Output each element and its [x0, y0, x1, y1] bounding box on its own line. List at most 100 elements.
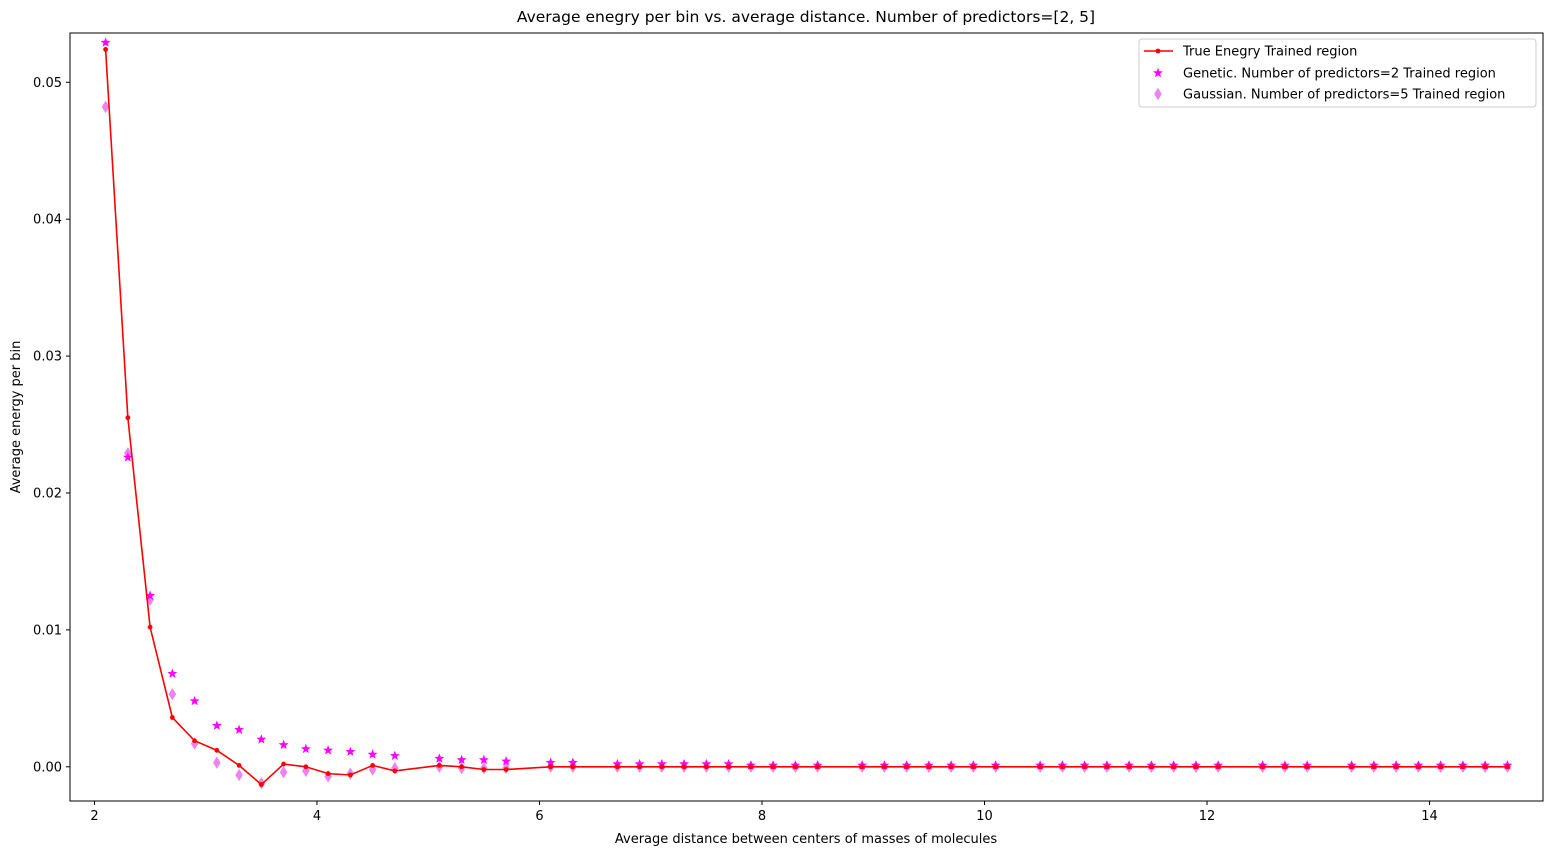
line-point [1349, 764, 1355, 770]
y-axis-ticks: 0.00 0.01 0.02 0.03 0.04 0.05 [33, 76, 70, 775]
legend-diamond-swatch [1154, 87, 1162, 101]
line-point [748, 764, 754, 770]
line-point [1504, 764, 1510, 770]
line-point [1482, 764, 1488, 770]
x-tick-label: 14 [1421, 809, 1438, 824]
series-1 [100, 37, 1513, 770]
line-point [1193, 764, 1199, 770]
legend-label: Gaussian. Number of predictors=5 Trained… [1183, 88, 1505, 103]
genetic-point [100, 37, 111, 47]
genetic-point [656, 758, 667, 769]
line-point [726, 764, 732, 770]
line-point [970, 764, 976, 770]
genetic-point [612, 758, 623, 769]
line-point [570, 764, 576, 770]
line-point [125, 415, 131, 421]
x-tick-label: 2 [90, 809, 98, 824]
series-0 [103, 47, 1510, 787]
line-point [1059, 764, 1065, 770]
line-point [993, 764, 999, 770]
legend-point-swatch [1155, 48, 1161, 54]
line-point [1260, 764, 1266, 770]
line-point [1393, 764, 1399, 770]
line-point [103, 47, 109, 52]
genetic-point [145, 590, 156, 600]
line-point [1282, 764, 1288, 770]
genetic-point [167, 668, 178, 678]
series-layer [100, 37, 1513, 790]
genetic-point [567, 757, 578, 767]
y-tick-label: 0.05 [33, 76, 62, 91]
line-point [1037, 764, 1043, 770]
genetic-point [501, 756, 512, 766]
line-point [1171, 764, 1177, 770]
line-point [236, 763, 242, 768]
line-point [659, 764, 665, 770]
line-point [347, 772, 353, 778]
y-tick-label: 0.04 [33, 213, 62, 228]
genetic-point [323, 745, 334, 755]
x-tick-label: 4 [313, 809, 321, 824]
genetic-point [211, 720, 222, 730]
series-line [104, 49, 1508, 786]
genetic-point [189, 695, 200, 706]
genetic-point [234, 724, 245, 735]
gaussian-point [235, 768, 243, 782]
gaussian-point [279, 766, 288, 779]
genetic-point [478, 754, 489, 765]
line-point [859, 764, 865, 770]
line-point [681, 764, 687, 770]
genetic-point [456, 754, 467, 765]
genetic-point [367, 749, 378, 759]
genetic-point [256, 734, 267, 744]
line-point [815, 764, 821, 770]
line-point [1438, 764, 1444, 770]
gaussian-point [101, 100, 110, 114]
line-point [325, 771, 331, 777]
genetic-point [122, 452, 133, 462]
chart-title: Average enegry per bin vs. average dista… [517, 8, 1095, 26]
line-point [637, 764, 643, 770]
line-point [1415, 764, 1421, 770]
series-2 [101, 100, 1512, 790]
x-axis-ticks: 2 4 6 8 10 12 14 [90, 801, 1438, 824]
x-tick-label: 8 [758, 809, 766, 824]
line-point [1104, 764, 1110, 770]
genetic-point [634, 758, 645, 769]
y-tick-label: 0.02 [33, 486, 62, 501]
genetic-point [278, 739, 289, 750]
genetic-point [701, 758, 712, 769]
line-point [258, 782, 264, 787]
genetic-point [679, 758, 690, 769]
line-point [881, 764, 887, 770]
y-tick-label: 0.00 [33, 760, 62, 775]
line-point [792, 764, 798, 770]
line-point [281, 761, 287, 767]
line-point [904, 764, 910, 770]
line-point [948, 764, 954, 770]
line-point [614, 764, 620, 770]
genetic-point [300, 743, 311, 754]
legend-label: Genetic. Number of predictors=2 Trained … [1183, 67, 1496, 82]
line-point [147, 624, 153, 630]
line-point [459, 764, 465, 770]
line-point [214, 747, 220, 753]
genetic-point [723, 758, 734, 769]
legend: True Enegry Trained region Genetic. Numbe… [1138, 38, 1537, 108]
genetic-point [345, 746, 356, 756]
line-point [481, 767, 487, 772]
legend-label: True Enegry Trained region [1182, 45, 1357, 60]
x-tick-label: 12 [1199, 809, 1216, 824]
line-point [770, 764, 776, 770]
line-point [192, 738, 198, 744]
line-point [1460, 764, 1466, 770]
gaussian-point [168, 688, 177, 701]
y-tick-label: 0.01 [33, 623, 62, 638]
genetic-point [434, 753, 445, 763]
line-point [1082, 764, 1088, 770]
line-point [303, 764, 309, 770]
x-tick-label: 6 [535, 809, 543, 824]
genetic-point [389, 750, 400, 761]
x-axis-label: Average distance between centers of mass… [615, 832, 997, 847]
